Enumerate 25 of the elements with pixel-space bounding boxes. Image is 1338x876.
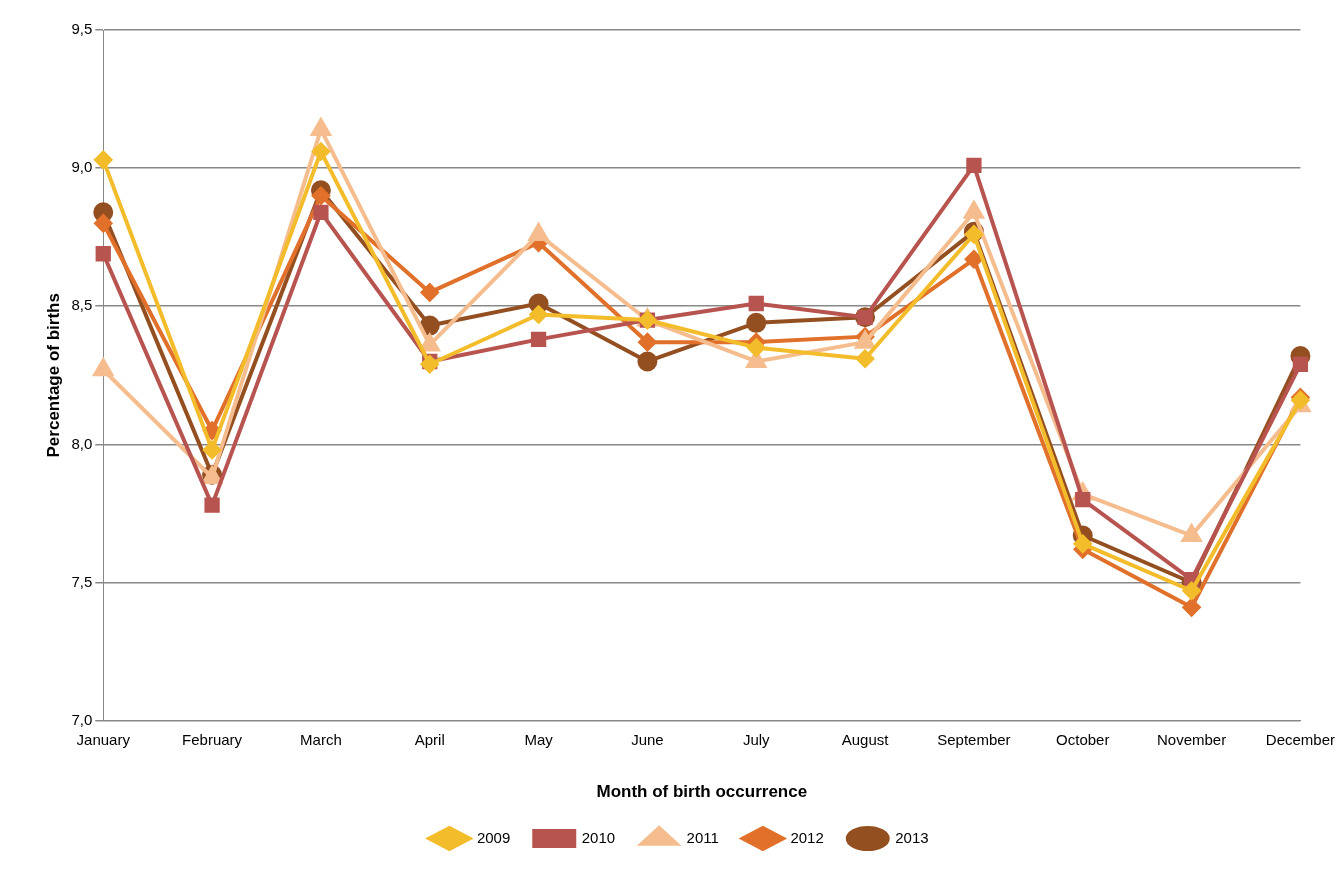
legend-label: 2012 [790, 828, 824, 846]
legend-label: 2009 [476, 828, 511, 846]
x-tick-label: July [742, 730, 771, 748]
x-tick-label: October [1056, 730, 1110, 748]
x-tick-label: September [937, 730, 1011, 748]
x-tick-label: February [182, 730, 243, 748]
x-tick-label: January [76, 730, 131, 748]
x-tick-label: November [1156, 730, 1227, 748]
x-axis-title: Month of birth occurrence [596, 782, 808, 802]
legend-label: 2011 [686, 828, 719, 846]
x-tick-label: April [414, 730, 445, 748]
y-tick-label: 8,5 [71, 296, 93, 314]
x-tick-label: March [300, 730, 342, 748]
y-axis-title: Percentage of births [43, 293, 63, 458]
y-tick-label: 8,0 [71, 434, 93, 452]
y-tick-label: 9,0 [71, 158, 93, 176]
y-tick-label: 9,5 [71, 20, 93, 38]
legend-label: 2013 [895, 828, 929, 846]
y-tick-label: 7,5 [71, 572, 93, 590]
x-tick-label: May [524, 730, 554, 748]
x-tick-label: June [631, 730, 664, 748]
x-tick-label: December [1265, 730, 1336, 748]
x-tick-label: August [841, 730, 890, 748]
y-tick-label: 7,0 [71, 710, 93, 728]
legend-label: 2010 [581, 828, 616, 846]
